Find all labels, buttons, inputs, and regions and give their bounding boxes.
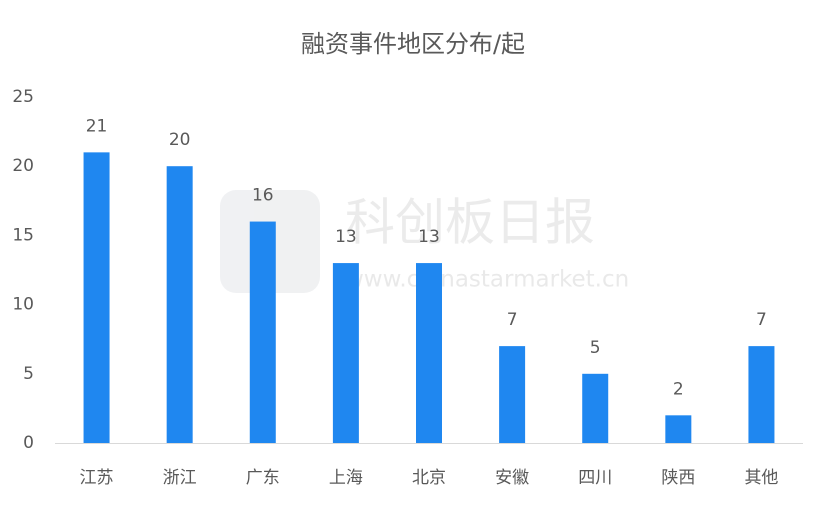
y-tick-label: 5 xyxy=(23,364,34,384)
chart-title: 融资事件地区分布/起 xyxy=(301,30,525,58)
bar xyxy=(416,263,442,443)
bar xyxy=(582,373,609,443)
x-tick-label: 安徽 xyxy=(495,468,529,488)
value-label: 21 xyxy=(86,116,108,136)
x-tick-label: 其他 xyxy=(744,468,778,488)
y-tick-label: 0 xyxy=(23,433,34,453)
value-label: 13 xyxy=(335,227,357,247)
x-tick-label: 北京 xyxy=(412,468,446,488)
x-tick-label: 四川 xyxy=(578,468,612,488)
value-label: 2 xyxy=(673,379,684,399)
y-tick-label: 15 xyxy=(12,225,34,245)
value-label: 13 xyxy=(418,227,440,247)
bar xyxy=(748,346,775,443)
bar xyxy=(249,221,276,443)
y-tick-label: 25 xyxy=(12,87,34,107)
value-label: 7 xyxy=(507,310,518,330)
x-tick-label: 江苏 xyxy=(80,468,114,488)
y-tick-label: 10 xyxy=(12,295,34,315)
x-tick-label: 广东 xyxy=(246,468,280,488)
bar xyxy=(332,263,359,443)
x-tick-label: 陕西 xyxy=(661,468,695,488)
value-label: 7 xyxy=(756,310,767,330)
value-label: 5 xyxy=(590,338,601,358)
value-label: 16 xyxy=(252,186,274,206)
bar xyxy=(83,152,110,444)
bar xyxy=(499,346,526,443)
x-tick-label: 浙江 xyxy=(163,468,197,488)
x-tick-label: 上海 xyxy=(329,468,363,488)
bar xyxy=(665,415,692,443)
watermark-text: 科创板日报 xyxy=(345,194,595,252)
value-label: 20 xyxy=(169,130,191,150)
watermark-url: www.chinastarmarket.cn xyxy=(345,267,629,293)
y-tick-label: 20 xyxy=(12,156,34,176)
bar xyxy=(166,166,193,443)
watermark: 科创板日报 www.chinastarmarket.cn xyxy=(220,190,629,293)
